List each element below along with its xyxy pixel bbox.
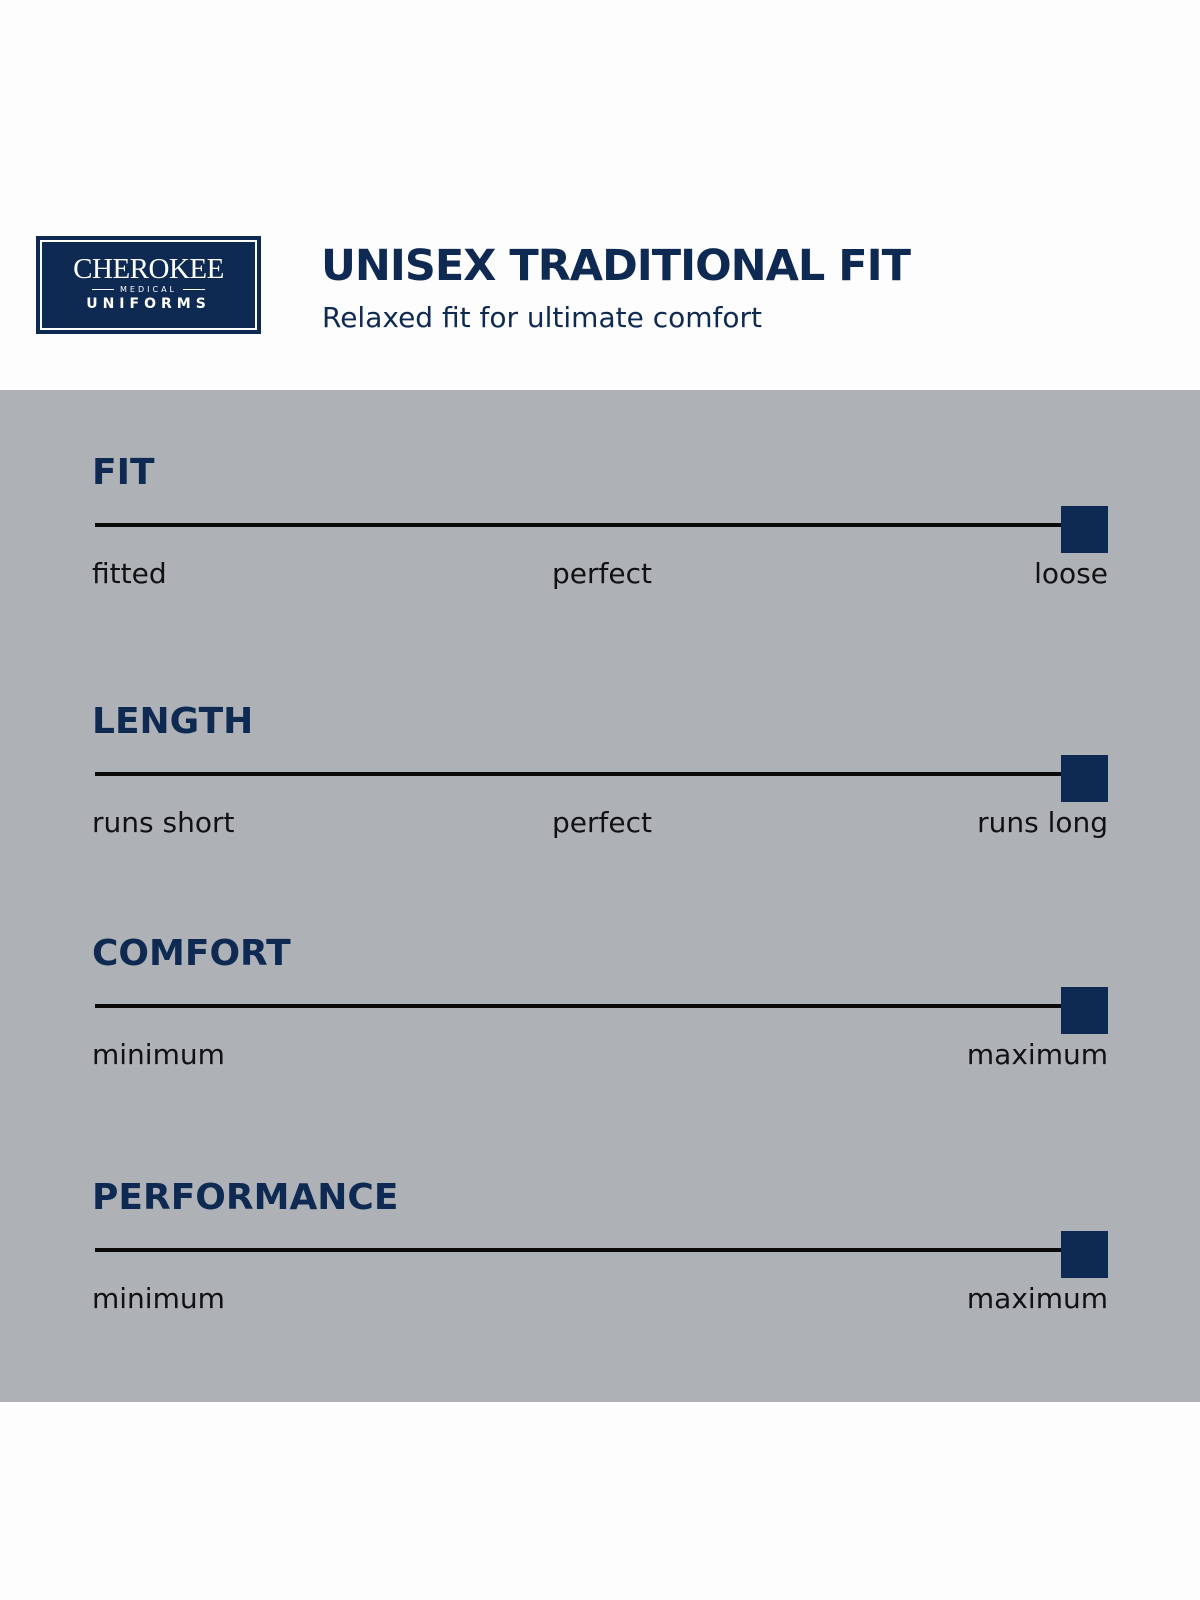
min-label: minimum xyxy=(92,1038,225,1071)
max-label: runs long xyxy=(977,806,1108,839)
max-label: loose xyxy=(1034,557,1108,590)
scales-panel: FIT fitted perfect loose LENGTH runs sho… xyxy=(0,390,1200,1402)
scale-marker xyxy=(1061,987,1108,1034)
mid-label: perfect xyxy=(552,557,652,590)
mid-label: perfect xyxy=(552,806,652,839)
page-subtitle: Relaxed fit for ultimate comfort xyxy=(322,301,762,334)
logo-brand: CHEROKEE xyxy=(73,253,224,285)
scale-marker xyxy=(1061,506,1108,553)
scale-fit: FIT fitted perfect loose xyxy=(0,452,1200,652)
scale-track xyxy=(95,772,1095,776)
min-label: runs short xyxy=(92,806,235,839)
logo-line2: UNIFORMS xyxy=(86,296,211,312)
min-label: fitted xyxy=(92,557,167,590)
logo-sub: MEDICAL xyxy=(42,285,255,295)
scale-track xyxy=(95,1248,1095,1252)
scale-heading: FIT xyxy=(92,452,155,493)
scale-heading: PERFORMANCE xyxy=(92,1177,399,1218)
scale-marker xyxy=(1061,755,1108,802)
min-label: minimum xyxy=(92,1282,225,1315)
scale-track xyxy=(95,523,1095,527)
scale-marker xyxy=(1061,1231,1108,1278)
scale-length: LENGTH runs short perfect runs long xyxy=(0,701,1200,901)
scale-performance: PERFORMANCE minimum maximum xyxy=(0,1177,1200,1377)
cherokee-logo: CHEROKEE MEDICAL UNIFORMS xyxy=(36,236,261,334)
page-title: UNISEX TRADITIONAL FIT xyxy=(321,241,911,291)
scale-heading: LENGTH xyxy=(92,701,254,742)
scale-track xyxy=(95,1004,1095,1008)
max-label: maximum xyxy=(966,1038,1108,1071)
scale-heading: COMFORT xyxy=(92,933,291,974)
scale-comfort: COMFORT minimum maximum xyxy=(0,933,1200,1133)
max-label: maximum xyxy=(966,1282,1108,1315)
